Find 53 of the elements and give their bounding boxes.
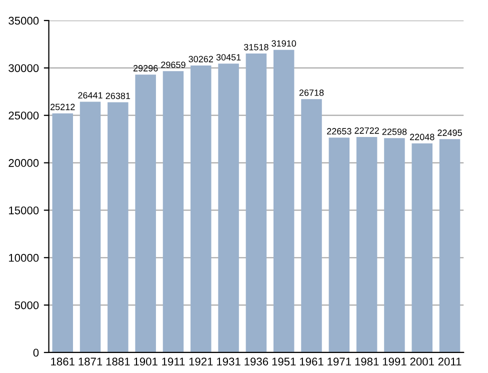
bar — [162, 71, 184, 352]
bar — [246, 54, 267, 352]
y-tick-label: 30000 — [8, 64, 39, 72]
y-tick-label: 15000 — [9, 206, 39, 214]
x-tick-label: 1861 — [51, 358, 74, 366]
x-tick-label: 1911 — [162, 358, 185, 366]
data-label: 29296 — [133, 65, 158, 72]
x-tick-label: 1936 — [244, 358, 268, 366]
y-tick-label: 20000 — [8, 159, 39, 167]
bar — [190, 65, 212, 352]
y-tick-label: 25000 — [8, 112, 39, 120]
y-tick-label: 10000 — [9, 254, 39, 262]
x-tick-label: 1881 — [106, 358, 130, 366]
data-label: 31910 — [272, 40, 296, 47]
y-tick-label: 35000 — [8, 16, 39, 25]
data-label: 26441 — [78, 92, 102, 99]
bar — [273, 50, 294, 352]
y-tick-label: 5000 — [14, 301, 39, 310]
x-tick-label: 1921 — [189, 358, 213, 366]
bar — [301, 99, 322, 352]
x-tick-label: 1931 — [217, 358, 240, 366]
bar — [52, 113, 73, 352]
bar — [80, 102, 101, 352]
data-label: 22722 — [354, 127, 379, 134]
data-label: 31518 — [244, 44, 268, 50]
bar — [412, 143, 432, 352]
x-tick-label: 1871 — [78, 358, 102, 366]
x-tick-label: 1971 — [328, 358, 351, 366]
x-tick-label: 1901 — [134, 358, 158, 366]
bar — [108, 102, 128, 352]
x-tick-label: 2001 — [410, 358, 434, 366]
data-label: 22495 — [438, 130, 462, 136]
data-label: 26718 — [299, 90, 324, 96]
x-tick-label: 1981 — [355, 358, 379, 366]
data-label: 30262 — [188, 56, 213, 62]
x-tick-label: 1961 — [300, 358, 324, 366]
data-label: 30451 — [216, 54, 241, 60]
bar — [384, 138, 405, 352]
data-label: 22653 — [327, 128, 352, 134]
bar — [439, 139, 460, 352]
bar — [218, 64, 239, 352]
bar — [328, 138, 350, 352]
y-tick-label: 0 — [33, 348, 39, 357]
data-label: 25212 — [50, 104, 75, 110]
data-label: 22048 — [410, 134, 434, 140]
x-tick-label: 2011 — [438, 358, 462, 366]
bar — [356, 136, 378, 352]
data-label: 26381 — [106, 92, 130, 100]
bar — [135, 74, 156, 352]
x-tick-label: 1991 — [382, 358, 406, 366]
data-label: 22598 — [382, 128, 407, 135]
x-tick-label: 1951 — [272, 358, 296, 366]
data-label: 29659 — [161, 62, 186, 68]
